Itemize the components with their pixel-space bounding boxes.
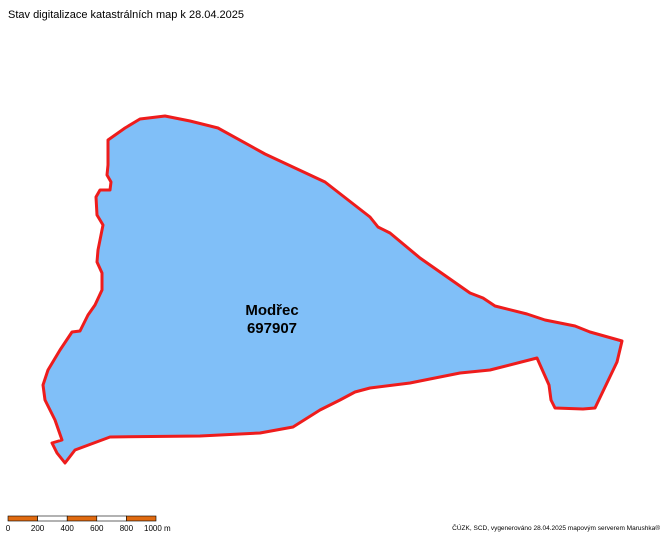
area-name: Modřec <box>245 302 298 319</box>
scale-segment <box>96 515 127 522</box>
scale-segment <box>126 515 157 522</box>
scale-bar <box>7 515 157 522</box>
credit: ČÚZK, SCD, vygenerováno 28.04.2025 mapov… <box>452 523 660 532</box>
scale-label: 400 <box>61 524 75 533</box>
scale-segment <box>66 515 98 522</box>
scale-segment <box>37 515 68 522</box>
scale-label: 1000 m <box>144 524 171 533</box>
area-code: 697907 <box>247 320 297 337</box>
scale-label: 800 <box>120 524 134 533</box>
cadastral-area[interactable] <box>41 114 624 465</box>
scale-segment <box>7 515 38 522</box>
scale-label: 200 <box>31 524 45 533</box>
scale-label: 0 <box>6 524 11 533</box>
map-title: Stav digitalizace katastrálních map k 28… <box>8 9 245 21</box>
scale-label: 600 <box>90 524 104 533</box>
